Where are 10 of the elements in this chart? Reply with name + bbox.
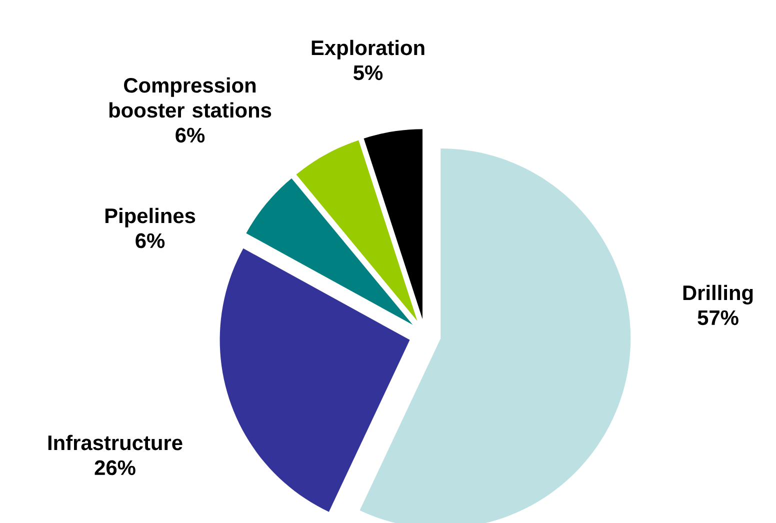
slice-label: Pipelines — [105, 208, 196, 228]
slice-label: Exploration — [312, 40, 424, 60]
slice-label: Drilling — [683, 284, 753, 304]
slice-label: Compression booster stations — [109, 77, 272, 118]
data-label: 6% — [136, 233, 165, 248]
slice-label: Infrastructure — [48, 434, 182, 450]
data-label: 26% — [94, 460, 136, 476]
data-label: 6% — [176, 128, 205, 143]
data-label: 57% — [698, 310, 738, 326]
data-label: 5% — [354, 65, 383, 80]
